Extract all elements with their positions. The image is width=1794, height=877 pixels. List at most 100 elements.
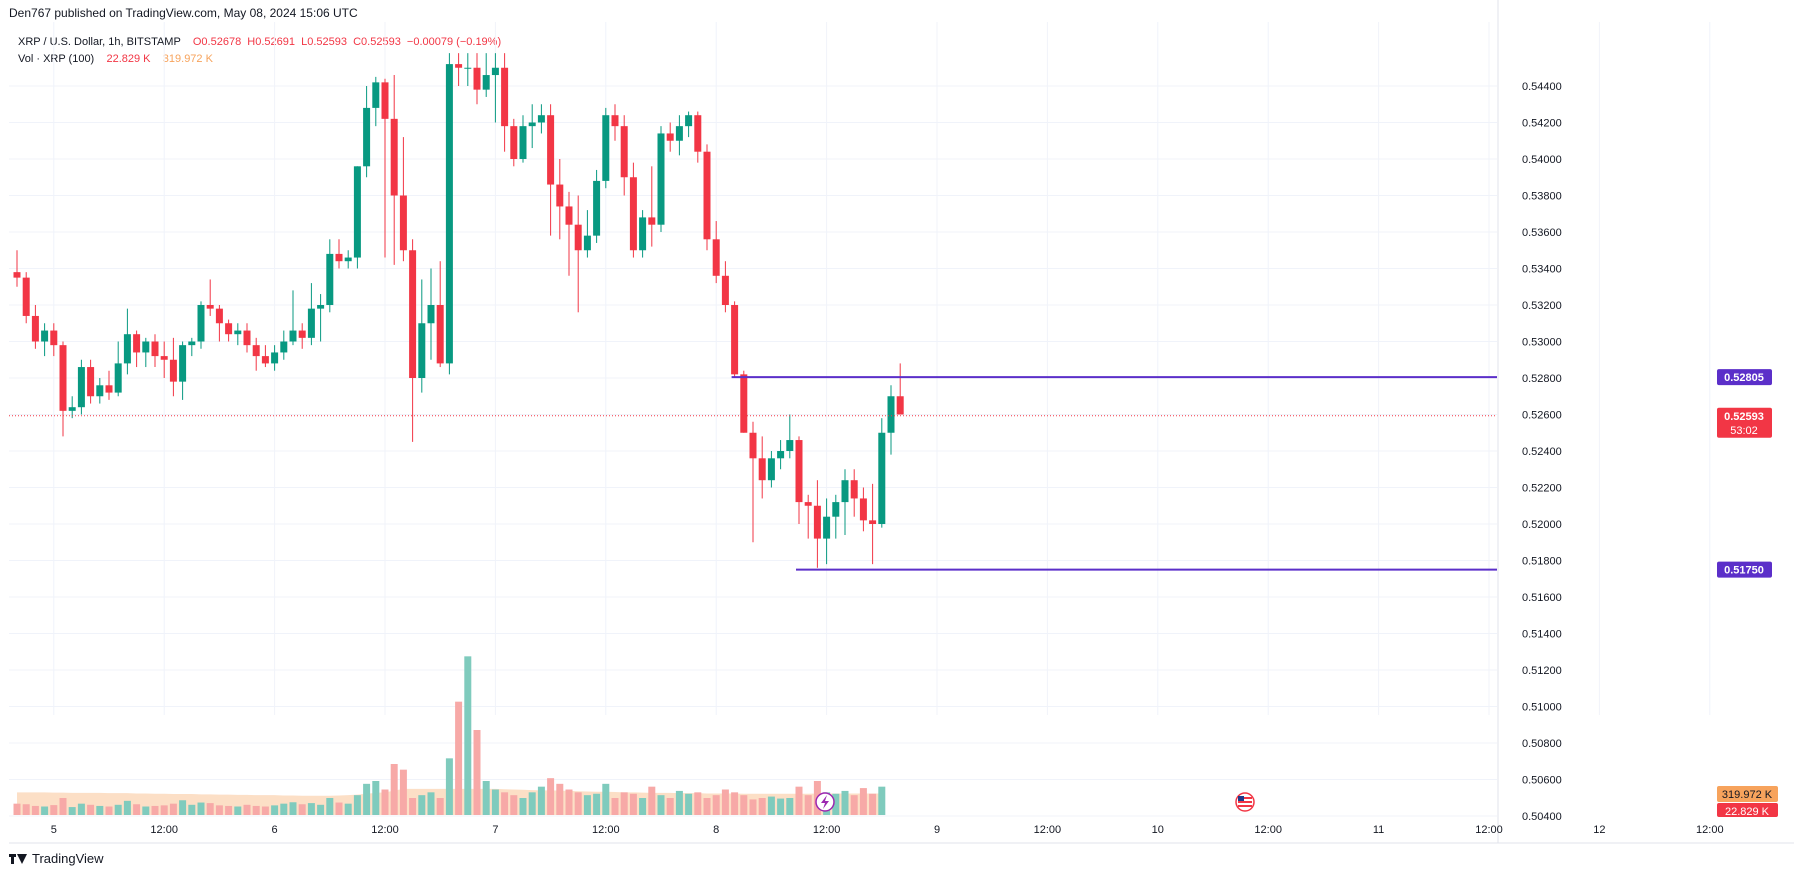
volume-bar [436, 798, 444, 815]
current-price-label: 0.52593 [1724, 411, 1764, 423]
candle [381, 82, 389, 119]
time-axis: 5 12:00 6 12:00 7 12:00 8 12:00 9 12:00 10 12:00 11 1… [51, 824, 1724, 836]
time-tick-label: 12:00 [1254, 824, 1282, 836]
candle [317, 305, 325, 309]
volume-bar [878, 786, 886, 815]
candle [565, 206, 573, 225]
level-label: 0.51750 [1724, 565, 1764, 577]
candle [547, 115, 555, 185]
volume-bar [859, 788, 867, 815]
candle [87, 367, 95, 397]
volume-bar [648, 786, 656, 815]
volume-bar [455, 701, 463, 815]
candle [114, 363, 122, 393]
candle [77, 367, 85, 408]
volume-bar [96, 805, 104, 815]
candle [41, 330, 49, 342]
candle [501, 67, 509, 127]
volume-bar [344, 803, 352, 815]
candle [399, 195, 407, 251]
volume-bar [298, 804, 306, 815]
candles [13, 53, 904, 568]
volume-bar [501, 792, 509, 815]
candle [445, 64, 453, 364]
candle [556, 184, 564, 207]
volume-bar [31, 805, 39, 815]
level-label-box [1717, 561, 1772, 578]
candle [363, 107, 371, 167]
volume-bar [13, 803, 21, 815]
volume-bar [482, 781, 490, 815]
candle [206, 305, 214, 309]
volume-bar [777, 798, 785, 815]
volume-bar [574, 792, 582, 815]
price-tick-label: 0.50400 [1522, 811, 1562, 823]
chart-legend: XRP / U.S. Dollar, 1h, BITSTAMP O0.52678… [18, 34, 501, 68]
candle [583, 235, 591, 251]
volume-bar [206, 803, 214, 815]
volume-bar [77, 803, 85, 815]
candle [390, 118, 398, 196]
volume-bar [740, 795, 748, 815]
candle [307, 308, 315, 338]
candle [602, 115, 610, 181]
tradingview-brand[interactable]: TradingView [9, 851, 104, 866]
candle [427, 305, 435, 324]
price-tick-label: 0.52000 [1522, 519, 1562, 531]
volume-axis-label: 22.829 K [1725, 806, 1770, 818]
ohlc-values: O0.52678 H0.52691 L0.52593 C0.52593 −0.0… [192, 36, 502, 48]
volume-bar [280, 803, 288, 815]
time-tick-label: 6 [272, 824, 278, 836]
price-tick-label: 0.53600 [1522, 227, 1562, 239]
candle [188, 341, 196, 346]
candle [740, 374, 748, 433]
volume-bar [114, 804, 122, 815]
volume-bar [197, 802, 205, 815]
symbol-label[interactable]: XRP / U.S. Dollar, 1h, BITSTAMP [18, 36, 181, 48]
candle [326, 253, 334, 305]
volume-bar [694, 792, 702, 815]
tradingview-logo-icon [9, 853, 27, 864]
volume-bar [556, 783, 564, 815]
volume-bar [326, 798, 334, 815]
candle [731, 305, 739, 375]
candle [712, 239, 720, 276]
price-tick-label: 0.52600 [1522, 410, 1562, 422]
volume-bar [832, 793, 840, 815]
horizontal-levels [9, 376, 1497, 571]
candle [510, 126, 518, 159]
candle [436, 305, 444, 364]
candle [823, 516, 831, 539]
candle [777, 451, 785, 459]
time-tick-label: 12:00 [592, 824, 620, 836]
flag-stripe-icon [1238, 801, 1252, 803]
candle [409, 250, 417, 378]
price-tick-label: 0.53400 [1522, 264, 1562, 276]
time-tick-label: 12:00 [150, 824, 178, 836]
volume-bar [234, 806, 242, 815]
volume-box [1717, 803, 1778, 817]
volume-bar [712, 795, 720, 815]
candle [491, 67, 499, 76]
volume-indicator-label[interactable]: Vol · XRP (100) [18, 53, 95, 65]
volume-bar [252, 805, 260, 815]
volume-bar [372, 781, 380, 815]
time-tick-label: 12:00 [1034, 824, 1062, 836]
volume-bar [215, 805, 223, 815]
volume-bar [353, 795, 361, 815]
candle [675, 126, 683, 141]
candle [169, 359, 177, 382]
volume-bar [105, 806, 113, 815]
candle [721, 275, 729, 305]
price-tick-label: 0.51000 [1522, 702, 1562, 714]
candle [234, 330, 242, 335]
candle [519, 126, 527, 159]
flag-stripe-icon [1238, 805, 1252, 807]
volume-bar [87, 804, 95, 815]
candle [133, 334, 141, 353]
candle [758, 458, 766, 481]
volume-bar [528, 792, 536, 815]
volume-bar [307, 803, 315, 815]
price-tick-label: 0.50800 [1522, 738, 1562, 750]
